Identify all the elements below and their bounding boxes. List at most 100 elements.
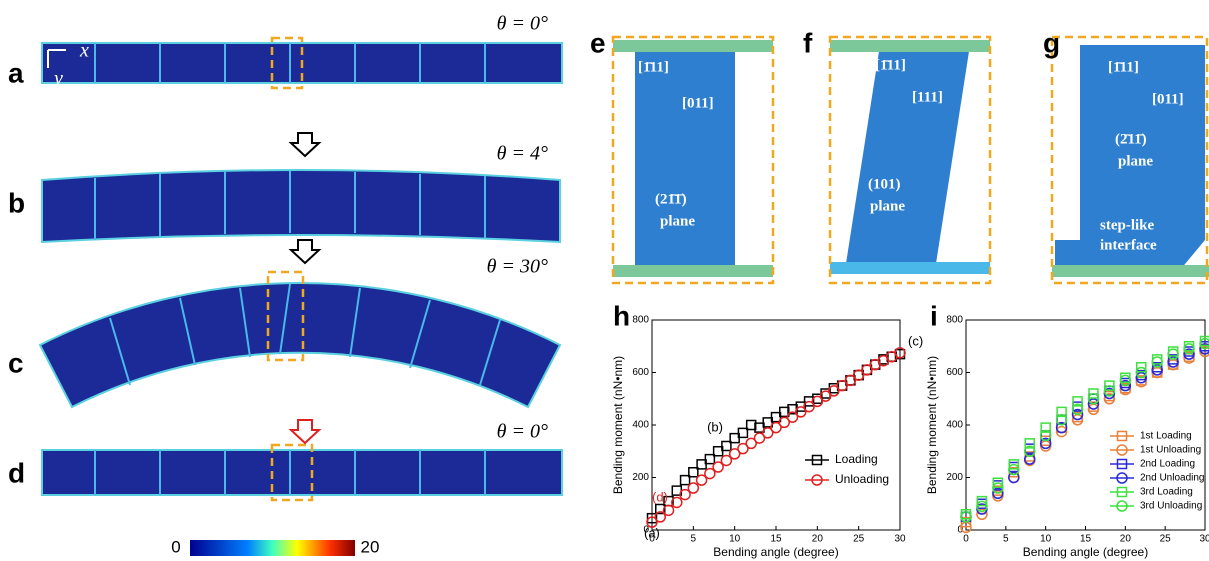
legend-label: 2nd Unloading — [1140, 473, 1205, 484]
plane-label: plane — [870, 198, 905, 214]
panel-letter: f — [803, 27, 813, 58]
marker — [1199, 343, 1209, 355]
arrows — [288, 132, 322, 445]
legend-marker — [1116, 430, 1128, 442]
marker — [1040, 422, 1051, 433]
marker — [1151, 364, 1163, 376]
x-axis-title: Bending angle (degree) — [1023, 545, 1148, 559]
marker — [1087, 393, 1100, 405]
marker — [646, 512, 658, 524]
marker — [828, 385, 840, 397]
panel-letter: c — [8, 347, 24, 378]
y-tick-label: 800 — [632, 315, 649, 326]
marker — [976, 508, 988, 520]
y-axis-title: Bending moment (nN•nm) — [611, 356, 625, 494]
panel-letter: i — [930, 300, 938, 331]
marker — [1088, 388, 1099, 399]
x-tick-label: 15 — [1080, 534, 1092, 545]
marker — [894, 347, 906, 359]
x-tick-label: 25 — [1160, 534, 1172, 545]
y-tick-label: 400 — [632, 420, 649, 431]
annotation: (c) — [908, 334, 923, 349]
x-tick-label: 0 — [963, 534, 969, 545]
x-tick-label: 5 — [1003, 534, 1009, 545]
marker — [1008, 463, 1020, 476]
panel-b — [41, 169, 561, 244]
marker — [737, 427, 749, 439]
marker — [662, 504, 675, 517]
marker — [1183, 348, 1195, 360]
marker — [1055, 421, 1068, 434]
marker — [819, 390, 832, 402]
note: step-like — [1100, 217, 1155, 233]
legend-marker — [811, 474, 823, 486]
direction: [011] — [1152, 91, 1184, 107]
y-tick-label: 600 — [946, 367, 963, 378]
marker — [1055, 414, 1068, 426]
panel-letter: h — [613, 300, 630, 331]
marker — [1135, 375, 1148, 388]
marker — [1023, 445, 1036, 457]
marker — [1135, 372, 1148, 384]
marker — [1136, 362, 1147, 373]
marker — [992, 477, 1004, 488]
x-tick-label: 20 — [812, 534, 824, 545]
marker — [688, 467, 699, 478]
y-tick-label: 0 — [643, 525, 649, 536]
x-tick-label: 0 — [649, 534, 655, 545]
panel-f: [1̄11] [111] (101) plane — [828, 35, 992, 285]
colorbar-max: 20 — [361, 537, 380, 556]
marker — [737, 442, 749, 455]
marker — [844, 374, 857, 387]
annotation: (a) — [644, 526, 660, 541]
panel-a: x y — [41, 36, 563, 90]
marker — [687, 482, 700, 494]
panel-e: [1̄11] [011] (21̄1̄) plane — [611, 35, 775, 285]
marker — [1071, 408, 1084, 421]
marker — [745, 437, 757, 450]
marker — [679, 488, 691, 501]
angle: θ = 0° — [497, 421, 548, 443]
legend-marker — [1116, 458, 1128, 470]
direction: [111] — [912, 89, 943, 105]
marker — [1119, 374, 1132, 387]
marker — [1008, 459, 1020, 470]
legend-label: 1st Unloading — [1140, 445, 1201, 456]
legend-label: 2nd Loading — [1140, 459, 1195, 470]
panel-g: [1̄11] [011] (2̄11̄) plane step-like int… — [1050, 35, 1209, 285]
x-tick-label: 10 — [1040, 534, 1052, 545]
marker — [1119, 383, 1132, 396]
marker — [679, 474, 691, 486]
plane-index: (2̄11̄) — [1115, 131, 1147, 147]
panel-d — [41, 443, 563, 502]
marker — [1023, 453, 1036, 465]
marker — [1167, 348, 1179, 360]
y-tick-label: 600 — [632, 367, 649, 378]
marker — [786, 411, 799, 423]
angle: θ = 0° — [497, 13, 548, 35]
y-tick-label: 800 — [946, 315, 963, 326]
annotation: (b) — [707, 420, 723, 435]
x-tick-label: 20 — [1120, 534, 1132, 545]
marker — [720, 454, 733, 467]
panel-letter: b — [8, 187, 25, 218]
direction: [1̄11] — [638, 59, 669, 75]
plane-label: plane — [1118, 153, 1153, 169]
axis-y: y — [52, 68, 63, 90]
y-tick-label: 200 — [632, 472, 649, 483]
plane-index: (21̄1̄) — [655, 191, 687, 207]
marker — [976, 495, 988, 507]
plane-index: (101) — [868, 176, 901, 192]
marker — [1103, 393, 1116, 405]
y-axis-title: Bending moment (nN•nm) — [925, 356, 939, 494]
colorbar-min: 0 — [171, 537, 180, 556]
marker — [803, 400, 815, 413]
marker — [646, 516, 658, 528]
marker — [1119, 379, 1132, 392]
marker — [778, 416, 791, 429]
marker — [1055, 425, 1068, 438]
angle: θ = 4° — [497, 143, 548, 165]
colorbar — [190, 540, 355, 556]
marker — [992, 487, 1004, 499]
